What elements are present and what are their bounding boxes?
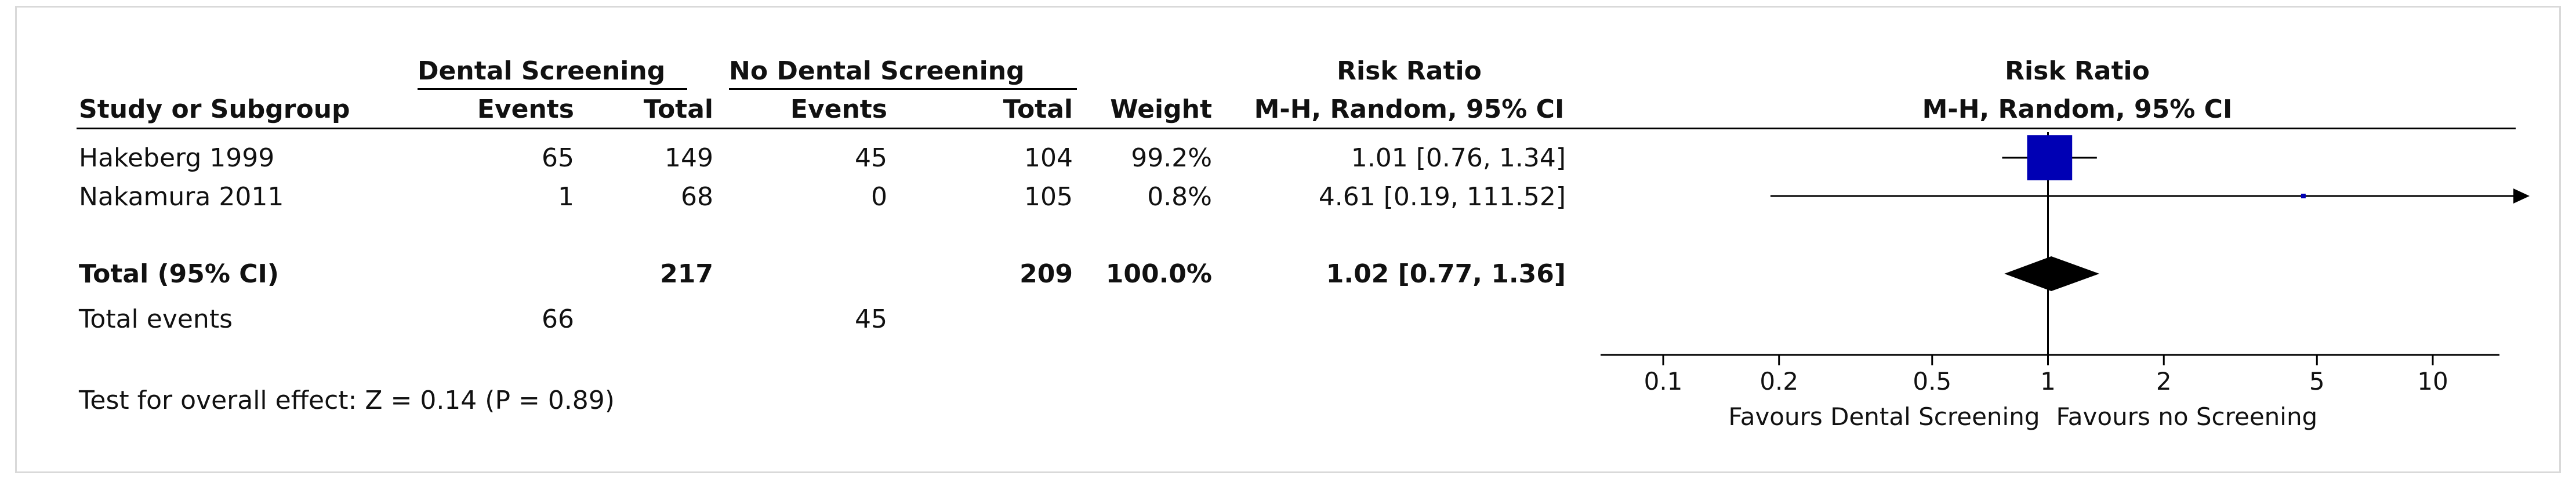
favours-left-label: Favours Dental Screening [1728, 402, 2040, 431]
total-weight: 100.0% [1105, 259, 1212, 289]
plot-method: M-H, Random, 95% CI [1922, 95, 2233, 124]
rr-column-title: Risk Ratio [1337, 56, 1482, 86]
x-tick-label: 1 [2040, 367, 2056, 395]
study-events1: 1 [558, 182, 574, 212]
study-weight: 99.2% [1131, 143, 1212, 173]
group1-header: Dental Screening [418, 56, 666, 86]
study-total1: 68 [681, 182, 713, 212]
plot-title: Risk Ratio [2005, 56, 2150, 86]
study-total2: 105 [1024, 182, 1073, 212]
x-tick-label: 2 [2156, 367, 2172, 395]
study-events2: 0 [871, 182, 887, 212]
study-ci: 4.61 [0.19, 111.52] [1318, 182, 1566, 212]
total-label: Total (95% CI) [79, 259, 280, 289]
study-marker [2301, 194, 2306, 198]
col-total2-header: Total [1003, 95, 1073, 124]
col-weight-header: Weight [1110, 95, 1212, 124]
col-total1-header: Total [643, 95, 713, 124]
header-rule [77, 128, 2516, 129]
study-name: Hakeberg 1999 [79, 143, 275, 173]
x-tick-label: 0.5 [1913, 367, 1951, 395]
group2-header: No Dental Screening [729, 56, 1025, 86]
total-total2: 209 [1019, 259, 1073, 289]
x-tick-label: 0.1 [1644, 367, 1683, 395]
favours-right-label: Favours no Screening [2056, 402, 2318, 431]
x-tick-label: 10 [2417, 367, 2448, 395]
x-tick-label: 5 [2309, 367, 2325, 395]
study-weight: 0.8% [1147, 182, 1212, 212]
col-events1-header: Events [477, 95, 574, 124]
total-total1: 217 [660, 259, 713, 289]
total-events2: 45 [855, 304, 887, 334]
study-marker [2027, 135, 2073, 180]
study-total1: 149 [665, 143, 713, 173]
total-events-label: Total events [79, 304, 233, 334]
total-ci: 1.02 [0.77, 1.36] [1326, 259, 1566, 289]
total-events1: 66 [542, 304, 574, 334]
figure-frame [15, 6, 2561, 473]
study-ci: 1.01 [0.76, 1.34] [1351, 143, 1566, 173]
group1-underline [418, 88, 687, 90]
col-study-header: Study or Subgroup [79, 95, 350, 124]
study-total2: 104 [1024, 143, 1073, 173]
rr-column-method: M-H, Random, 95% CI [1254, 95, 1565, 124]
group2-underline [729, 88, 1077, 90]
col-events2-header: Events [790, 95, 887, 124]
study-events2: 45 [855, 143, 887, 173]
x-tick-label: 0.2 [1759, 367, 1798, 395]
overall-effect-text: Test for overall effect: Z = 0.14 (P = 0… [79, 386, 615, 415]
summary-diamond [2004, 256, 2100, 291]
ci-arrow-icon [2513, 188, 2530, 204]
study-events1: 65 [542, 143, 574, 173]
study-name: Nakamura 2011 [79, 182, 284, 212]
